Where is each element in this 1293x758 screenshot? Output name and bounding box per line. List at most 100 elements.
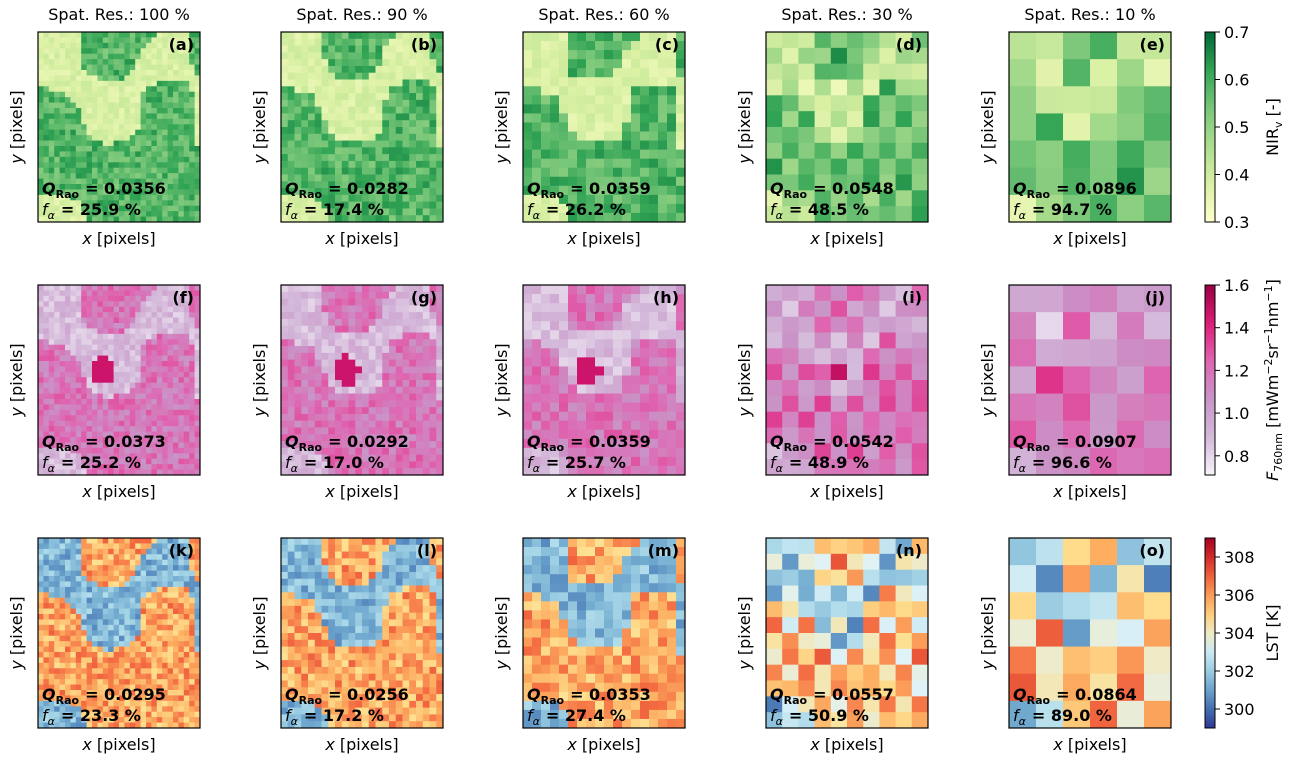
pixel bbox=[54, 576, 60, 582]
pixel bbox=[49, 554, 55, 560]
pixel bbox=[322, 292, 329, 299]
pixel bbox=[108, 48, 114, 54]
pixel bbox=[119, 97, 125, 103]
pixel bbox=[157, 70, 163, 76]
pixel bbox=[423, 147, 430, 154]
pixel bbox=[613, 59, 622, 68]
pixel bbox=[168, 206, 174, 212]
text-part: x bbox=[81, 229, 92, 248]
pixel bbox=[119, 75, 125, 81]
pixel bbox=[423, 366, 430, 373]
pixel bbox=[362, 414, 369, 421]
pixel bbox=[43, 146, 49, 152]
pixel bbox=[65, 318, 71, 324]
pixel bbox=[135, 157, 141, 163]
pixel bbox=[349, 414, 356, 421]
pixel bbox=[328, 400, 335, 407]
pixel bbox=[416, 400, 423, 407]
pixel bbox=[342, 285, 349, 292]
pixel bbox=[658, 403, 667, 412]
pixel bbox=[70, 92, 76, 98]
pixel bbox=[70, 173, 76, 179]
pixel bbox=[70, 70, 76, 76]
pixel bbox=[178, 162, 184, 168]
pixel bbox=[288, 73, 295, 80]
pixel bbox=[342, 100, 349, 107]
pixel bbox=[124, 404, 130, 410]
pixel bbox=[146, 86, 152, 92]
pixel bbox=[349, 73, 356, 80]
pixel bbox=[124, 32, 130, 38]
pixel bbox=[523, 366, 532, 375]
pixel bbox=[135, 146, 141, 152]
pixel bbox=[423, 181, 430, 188]
pixel bbox=[863, 48, 880, 64]
pixel bbox=[49, 200, 55, 206]
x-axis-label: x[pixels] bbox=[1052, 229, 1126, 248]
pixel bbox=[87, 86, 93, 92]
pixel bbox=[658, 77, 667, 86]
pixel bbox=[92, 97, 98, 103]
pixel bbox=[355, 312, 362, 319]
pixel bbox=[184, 464, 190, 470]
pixel bbox=[362, 52, 369, 59]
pixel bbox=[108, 372, 114, 378]
pixel bbox=[184, 103, 190, 109]
pixel bbox=[60, 432, 66, 438]
pixel bbox=[54, 48, 60, 54]
pixel bbox=[423, 400, 430, 407]
pixel bbox=[151, 560, 157, 566]
pixel bbox=[87, 383, 93, 389]
pixel bbox=[54, 81, 60, 87]
pixel bbox=[43, 130, 49, 136]
pixel bbox=[162, 97, 168, 103]
pixel bbox=[151, 113, 157, 119]
pixel bbox=[97, 410, 103, 416]
pixel bbox=[416, 195, 423, 202]
pixel bbox=[568, 330, 577, 339]
pixel bbox=[676, 86, 685, 95]
pixel bbox=[423, 421, 430, 428]
pixel bbox=[135, 372, 141, 378]
pixel bbox=[369, 312, 376, 319]
pixel bbox=[157, 301, 163, 307]
pixel bbox=[60, 571, 66, 577]
pixel bbox=[409, 181, 416, 188]
pixel bbox=[157, 151, 163, 157]
pixel bbox=[355, 59, 362, 66]
pixel bbox=[658, 150, 667, 159]
pixel bbox=[382, 421, 389, 428]
pixel bbox=[369, 360, 376, 367]
pixel bbox=[315, 360, 322, 367]
pixel bbox=[342, 141, 349, 148]
pixel bbox=[60, 296, 66, 302]
pixel bbox=[43, 421, 49, 427]
pixel bbox=[60, 394, 66, 400]
pixel bbox=[114, 151, 120, 157]
pixel bbox=[54, 328, 60, 334]
pixel bbox=[409, 346, 416, 353]
pixel bbox=[141, 464, 147, 470]
pixel bbox=[295, 373, 302, 380]
pixel bbox=[76, 421, 82, 427]
pixel bbox=[81, 334, 87, 340]
pixel bbox=[49, 323, 55, 329]
pixel bbox=[189, 200, 195, 206]
pixel bbox=[667, 141, 676, 150]
pixel bbox=[43, 113, 49, 119]
pixel bbox=[389, 80, 396, 87]
pixel bbox=[532, 412, 541, 421]
pixel bbox=[70, 296, 76, 302]
pixel bbox=[667, 457, 676, 466]
pixel bbox=[295, 312, 302, 319]
pixel bbox=[119, 81, 125, 87]
pixel bbox=[369, 366, 376, 373]
pixel bbox=[430, 455, 437, 462]
pixel bbox=[70, 421, 76, 427]
pixel bbox=[640, 159, 649, 168]
pixel bbox=[436, 468, 443, 475]
pixel bbox=[168, 97, 174, 103]
pixel bbox=[349, 346, 356, 353]
pixel bbox=[60, 410, 66, 416]
pixel bbox=[335, 360, 342, 367]
